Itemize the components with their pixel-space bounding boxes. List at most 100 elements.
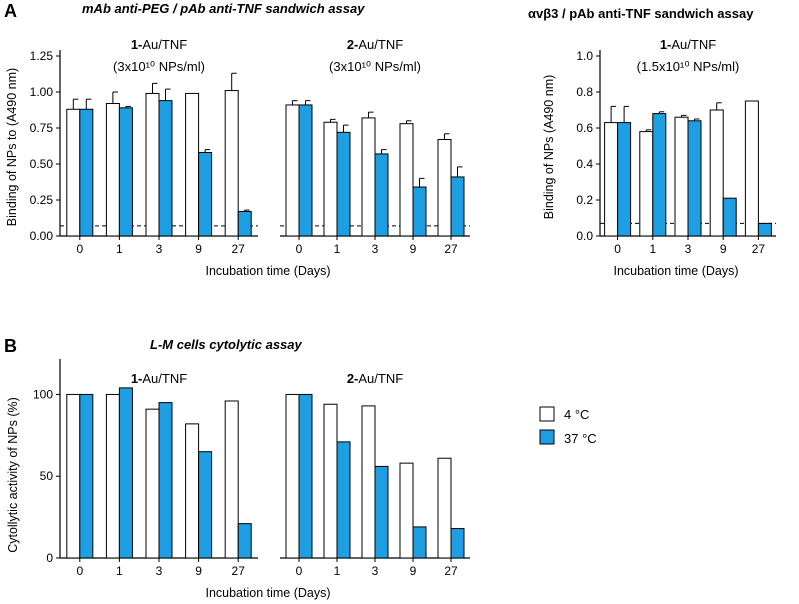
- y-tick-label: 100: [33, 387, 53, 401]
- bar-37c: [336, 441, 351, 559]
- y-tick-label: 0.8: [576, 85, 593, 99]
- legend: 4 °C 37 °C: [539, 406, 597, 446]
- chart-title-rest: Au/TNF: [142, 371, 187, 386]
- bar-37c: [374, 153, 389, 237]
- legend-label-4c: 4 °C: [564, 407, 589, 422]
- panel-a-xlabel: Incubation time (Days): [205, 264, 330, 278]
- bar-4c: [399, 462, 414, 559]
- bar-4c: [185, 423, 200, 559]
- chart-title-rest: Au/TNF: [142, 37, 187, 52]
- panel-a-ylabel-left: Binding of NPs to (A490 nm): [5, 68, 19, 226]
- bar-4c: [323, 403, 338, 559]
- bar-4c: [604, 122, 619, 237]
- panel-b-title: L-M cells cytolytic assay: [150, 337, 303, 352]
- legend-swatch-4c: [539, 406, 555, 422]
- y-tick-label: 0.75: [30, 121, 54, 135]
- x-tick-label: 0: [614, 242, 621, 256]
- panel-a-title-right: αvβ3 / pAb anti-TNF sandwich assay: [528, 6, 754, 21]
- chart-title: 2-Au/TNF: [347, 371, 403, 386]
- panel-a-label: A: [4, 1, 17, 21]
- chart-title-bold: 1-: [131, 37, 143, 52]
- x-tick-label: 1: [116, 242, 123, 256]
- chart-a2: 2-Au/TNF (3x10¹⁰ NPs/ml) 0 1 3 9 27: [280, 37, 470, 256]
- chart-subtitle: (3x10¹⁰ NPs/ml): [113, 59, 205, 74]
- bar-4c: [66, 393, 81, 559]
- y-tick-label: 1.00: [30, 85, 54, 99]
- chart-title-rest: Au/TNF: [358, 371, 403, 386]
- x-tick-label: 0: [76, 242, 83, 256]
- bar-4c: [224, 400, 239, 559]
- x-tick-label: 9: [410, 242, 417, 256]
- bar-4c: [224, 90, 239, 237]
- bar-37c: [450, 528, 465, 559]
- x-tick-label: 9: [195, 564, 202, 578]
- y-tick-label: 0.00: [30, 229, 54, 243]
- y-tick-label: 1.0: [576, 49, 593, 63]
- bar-4c: [437, 457, 452, 559]
- y-tick-label: 0.6: [576, 121, 593, 135]
- bar-4c: [709, 109, 724, 237]
- x-tick-label: 27: [752, 242, 766, 256]
- bar-37c: [687, 120, 702, 237]
- x-tick-label: 27: [232, 242, 246, 256]
- x-tick-label: 1: [334, 564, 341, 578]
- x-tick-label: 9: [410, 564, 417, 578]
- bar-4c: [437, 139, 452, 237]
- bar-37c: [118, 387, 133, 559]
- x-tick-label: 0: [76, 564, 83, 578]
- bar-37c: [298, 104, 313, 237]
- chart-title: 2-Au/TNF: [347, 37, 403, 52]
- bar-4c: [285, 104, 300, 237]
- chart-subtitle: (1.5x10¹⁰ NPs/ml): [637, 59, 740, 74]
- bar-4c: [105, 393, 120, 559]
- bar-37c: [158, 402, 173, 559]
- y-tick-label: 0.2: [576, 193, 593, 207]
- bar-37c: [617, 122, 632, 237]
- bar-37c: [336, 131, 351, 237]
- chart-subtitle: (3x10¹⁰ NPs/ml): [329, 59, 421, 74]
- y-tick-label: 0.25: [30, 193, 54, 207]
- bar-4c: [105, 103, 120, 237]
- panel-b-ylabel: Cytollytic activity of NPs (%): [6, 397, 20, 553]
- chart-a1: 1-Au/TNF (3x10¹⁰ NPs/ml) 0.00 0.25 0.50 0.75 1…: [30, 37, 258, 256]
- chart-title-rest: Au/TNF: [671, 37, 716, 52]
- bar-37c: [79, 108, 94, 237]
- x-tick-label: 3: [372, 564, 379, 578]
- panel-a-ylabel-right: Binding of NPs (A490 nm): [542, 75, 556, 220]
- x-tick-label: 9: [720, 242, 727, 256]
- panel-b-label: B: [4, 336, 17, 356]
- bar-37c: [118, 107, 133, 237]
- y-tick-label: 1.25: [30, 49, 54, 63]
- x-tick-label: 1: [334, 242, 341, 256]
- bar-4c: [185, 92, 200, 237]
- bar-4c: [399, 123, 414, 237]
- bar-4c: [744, 100, 759, 237]
- bar-4c: [674, 116, 689, 237]
- panel-b-xlabel: Incubation time (Days): [205, 586, 330, 600]
- bar-37c: [298, 393, 313, 559]
- x-tick-label: 3: [156, 242, 163, 256]
- chart-title-bold: 1-: [660, 37, 672, 52]
- bar-37c: [237, 211, 252, 237]
- bar-4c: [145, 408, 160, 559]
- y-tick-label: 0.50: [30, 157, 54, 171]
- bar-37c: [237, 523, 252, 559]
- bar-37c: [412, 186, 427, 237]
- panel-a-title-left: mAb anti-PEG / pAb anti-TNF sandwich ass…: [82, 1, 365, 16]
- x-tick-label: 3: [372, 242, 379, 256]
- x-tick-label: 0: [296, 242, 303, 256]
- bar-37c: [652, 113, 667, 237]
- chart-title-bold: 2-: [347, 371, 359, 386]
- legend-label-37c: 37 °C: [564, 431, 597, 446]
- x-tick-label: 1: [116, 564, 123, 578]
- bar-37c: [198, 151, 213, 237]
- bar-37c: [79, 393, 94, 559]
- bar-4c: [361, 405, 376, 559]
- x-tick-label: 3: [156, 564, 163, 578]
- x-tick-label: 1: [649, 242, 656, 256]
- bar-37c: [374, 465, 389, 559]
- panel-a-right-xlabel: Incubation time (Days): [613, 264, 738, 278]
- bar-37c: [198, 451, 213, 559]
- bar-4c: [66, 108, 81, 237]
